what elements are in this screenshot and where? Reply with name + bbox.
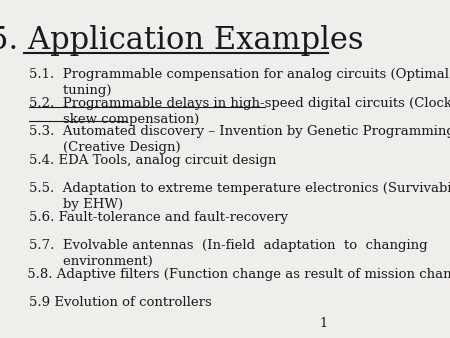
Text: 5.3.  Automated discovery – Invention by Genetic Programming
        (Creative D: 5.3. Automated discovery – Invention by … [29,125,450,154]
Text: 5.5.  Adaptation to extreme temperature electronics (Survivability
        by EH: 5.5. Adaptation to extreme temperature e… [29,183,450,211]
Text: 5.1.  Programmable compensation for analog circuits (Optimal
        tuning): 5.1. Programmable compensation for analo… [29,68,449,97]
Text: 5.9 Evolution of controllers: 5.9 Evolution of controllers [29,296,212,309]
Text: 5.4. EDA Tools, analog circuit design: 5.4. EDA Tools, analog circuit design [29,154,276,167]
Text: 5.8. Adaptive filters (Function change as result of mission change): 5.8. Adaptive filters (Function change a… [23,268,450,281]
Text: 5.2.  Programmable delays in high-speed digital circuits (Clock
        skew com: 5.2. Programmable delays in high-speed d… [29,97,450,126]
Text: 1: 1 [320,317,328,330]
Text: 5.6. Fault-tolerance and fault-recovery: 5.6. Fault-tolerance and fault-recovery [29,211,288,224]
Text: 5. Application Examples: 5. Application Examples [0,25,363,56]
Text: 5.7.  Evolvable antennas  (In-field  adaptation  to  changing
        environmen: 5.7. Evolvable antennas (In-field adapta… [29,239,427,268]
